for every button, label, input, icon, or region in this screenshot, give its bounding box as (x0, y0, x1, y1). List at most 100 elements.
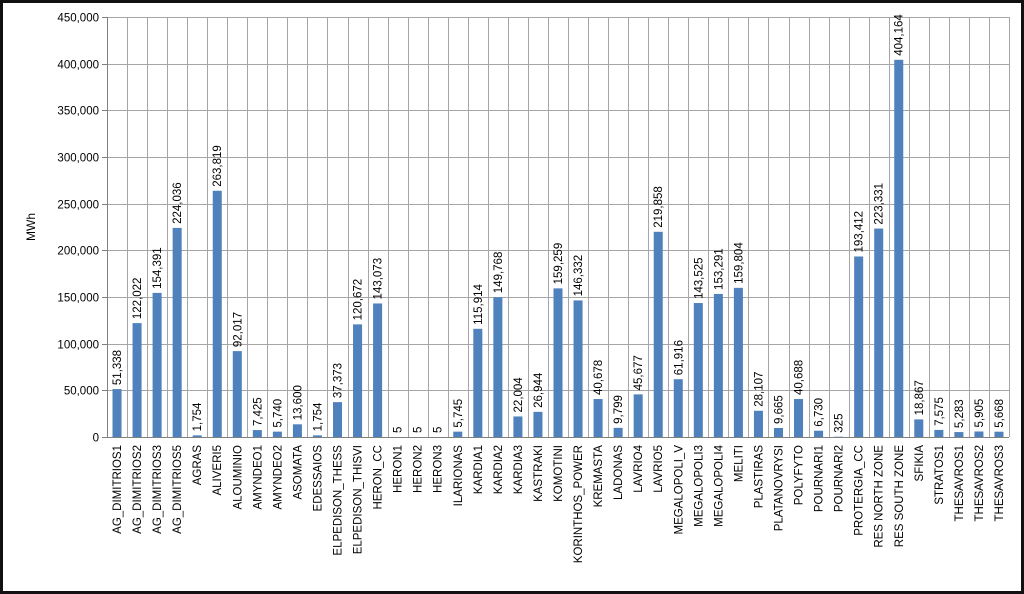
bar (152, 292, 162, 437)
x-category-label: ELPEDISON_THISVI (353, 445, 365, 554)
bar (894, 59, 904, 437)
x-category-label: MEGALOPOLI_V (673, 445, 685, 535)
data-label: 6,730 (814, 398, 826, 427)
data-label: 51,338 (112, 350, 124, 385)
x-category-label: PLATANOVRYSI (773, 445, 785, 531)
data-label: 5,283 (954, 399, 966, 428)
axes (107, 17, 1009, 438)
x-category-label: AG_DIMITRIOS5 (172, 445, 184, 534)
x-category-label: ELPEDISON_THESS (333, 445, 345, 556)
bar (733, 287, 743, 437)
bar-chart: 0 50,000 100,000 150,000 200,000 250,000 300,0… (24, 13, 1010, 563)
data-label: 37,373 (333, 363, 345, 398)
x-category-label: KARDIA1 (473, 445, 485, 494)
bar (773, 427, 783, 437)
bar (573, 300, 583, 437)
bar (192, 435, 202, 437)
x-category-label: PLASTIRAS (753, 445, 765, 509)
data-label: 1,754 (192, 402, 204, 431)
data-label: 9,665 (773, 395, 785, 424)
x-category-label: ALIVERI5 (212, 445, 224, 496)
y-tick-label: 300,000 (57, 153, 99, 165)
bar (854, 256, 864, 437)
y-tick-label: 200,000 (57, 246, 99, 258)
bar (312, 435, 322, 437)
data-label: 120,672 (353, 279, 365, 321)
x-category-label: POLYFYTO (794, 445, 806, 505)
bars (112, 59, 1004, 437)
x-category-label: KORINTHOS_POWER (573, 445, 585, 563)
data-label: 146,332 (573, 255, 585, 297)
x-category-label: HERON_CC (373, 445, 385, 510)
x-category-label: AG_DIMITRIOS3 (152, 445, 164, 534)
bar (172, 227, 182, 437)
data-label: 143,525 (693, 257, 705, 299)
x-category-label: ASOMATA (292, 445, 304, 500)
data-label: 153,291 (713, 248, 725, 290)
x-category-label: AG_DIMITRIOS2 (132, 445, 144, 534)
y-tick-label: 50,000 (64, 386, 99, 398)
x-category-label: POURNARI1 (814, 445, 826, 512)
bar (212, 190, 222, 437)
x-category-label: AG_DIMITRIOS1 (112, 445, 124, 534)
x-category-label: KREMASTA (593, 445, 605, 508)
x-category-label: THESAVROS2 (974, 445, 986, 521)
bar (373, 303, 383, 437)
data-label: 159,259 (553, 243, 565, 285)
x-category-label: KARDIA3 (513, 445, 525, 494)
bar (232, 351, 242, 437)
bar (914, 419, 924, 437)
bar (553, 288, 563, 437)
x-category-label: AMYNDEO2 (272, 445, 284, 510)
data-label: 26,944 (533, 372, 545, 408)
x-category-label: HERON1 (393, 445, 405, 493)
y-tick-label: 150,000 (57, 293, 99, 305)
data-label: 13,600 (292, 385, 304, 420)
bar (673, 379, 683, 437)
data-label: 40,678 (593, 360, 605, 395)
bar (593, 399, 603, 437)
x-category-label: POURNARI2 (834, 445, 846, 512)
x-category-label: RES NORTH ZONE (874, 445, 886, 548)
bar (132, 323, 142, 437)
x-category-label: SFIKIA (914, 445, 926, 482)
x-category-label: AMYNDEO1 (252, 445, 264, 510)
x-category-label: LAVRIO5 (653, 445, 665, 493)
bar (613, 427, 623, 437)
data-label: 5,745 (453, 399, 465, 428)
bar (533, 411, 543, 437)
bar (453, 431, 463, 437)
data-label: 219,858 (653, 186, 665, 228)
x-category-label: THESAVROS3 (994, 445, 1006, 521)
data-label: 263,819 (212, 145, 224, 187)
bar (252, 430, 262, 437)
data-label: 223,331 (874, 183, 886, 225)
data-label: 325 (834, 414, 846, 433)
y-tick-label: 250,000 (57, 200, 99, 212)
x-category-label: STRATOS1 (934, 445, 946, 505)
x-category-label: AGRAS (192, 445, 204, 486)
data-label: 122,022 (132, 278, 144, 320)
data-label: 9,799 (613, 395, 625, 424)
x-category-label: ILARIONAS (453, 445, 465, 507)
x-category-label: MELITI (733, 445, 745, 482)
x-category-label: KASTRAKI (533, 445, 545, 502)
data-label: 5 (413, 427, 425, 433)
data-label: 28,107 (753, 372, 765, 407)
y-axis-title: MWh (24, 213, 38, 241)
data-label: 193,412 (854, 211, 866, 253)
data-label: 7,575 (934, 397, 946, 426)
data-label: 40,688 (794, 360, 806, 395)
x-category-label: LAVRIO4 (633, 444, 645, 492)
data-label: 18,867 (914, 380, 926, 415)
x-category-labels: AG_DIMITRIOS1 AG_DIMITRIOS2 AG_DIMITRIOS3 A… (112, 444, 1006, 563)
bar (814, 430, 824, 437)
data-label: 143,073 (373, 258, 385, 300)
bar (713, 293, 723, 437)
data-label: 404,164 (894, 14, 906, 56)
bar (353, 324, 363, 437)
x-category-label: RES SOUTH ZONE (894, 445, 906, 548)
data-label: 7,425 (252, 397, 264, 426)
bar (473, 328, 483, 437)
